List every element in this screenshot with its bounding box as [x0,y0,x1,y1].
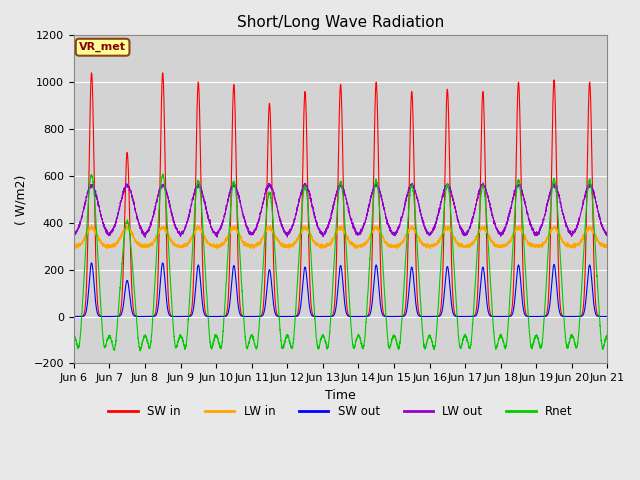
LW in [321,243,328,249]
Rnet [70,333,77,339]
Rnet [603,335,611,340]
Line: LW in: LW in [74,225,607,249]
Rnet [159,171,167,177]
LW out [166,203,173,208]
LW out [491,218,499,224]
SW out [106,313,113,319]
SW out [166,313,173,319]
Line: SW out: SW out [74,263,607,316]
SW in [604,313,611,319]
SW in [166,310,173,315]
LW out [431,225,438,230]
SW out [460,313,468,319]
Rnet [136,348,144,354]
LW in [70,241,77,247]
X-axis label: Time: Time [325,389,356,402]
Y-axis label: ( W/m2): ( W/m2) [15,174,28,225]
Rnet [166,267,173,273]
SW in [88,70,95,76]
LW out [321,231,328,237]
LW out [70,231,77,237]
SW in [431,313,438,319]
LW out [603,230,611,236]
SW in [460,313,468,319]
Rnet [321,337,328,343]
LW in [213,246,221,252]
SW out [604,313,611,319]
SW out [491,313,499,319]
Legend: SW in, LW in, SW out, LW out, Rnet: SW in, LW in, SW out, LW out, Rnet [104,401,577,423]
LW out [141,234,149,240]
Line: SW in: SW in [74,73,607,316]
Rnet [431,345,438,350]
LW in [431,241,438,247]
Line: Rnet: Rnet [74,174,607,351]
SW in [603,313,611,319]
LW out [460,230,468,236]
LW in [603,244,611,250]
Text: VR_met: VR_met [79,42,126,52]
LW in [460,243,468,249]
SW out [70,313,77,319]
LW in [166,235,173,240]
SW out [321,313,328,319]
LW in [88,222,95,228]
SW in [491,313,499,319]
SW in [106,313,113,319]
SW in [321,313,328,319]
Title: Short/Long Wave Radiation: Short/Long Wave Radiation [237,15,444,30]
LW out [373,180,381,185]
SW out [431,313,438,319]
Rnet [604,333,611,338]
LW in [491,240,499,245]
SW out [603,313,611,319]
LW out [604,232,611,238]
SW out [88,260,95,266]
Line: LW out: LW out [74,182,607,237]
LW in [604,245,611,251]
Rnet [491,337,499,343]
SW in [70,313,77,319]
Rnet [460,333,468,338]
